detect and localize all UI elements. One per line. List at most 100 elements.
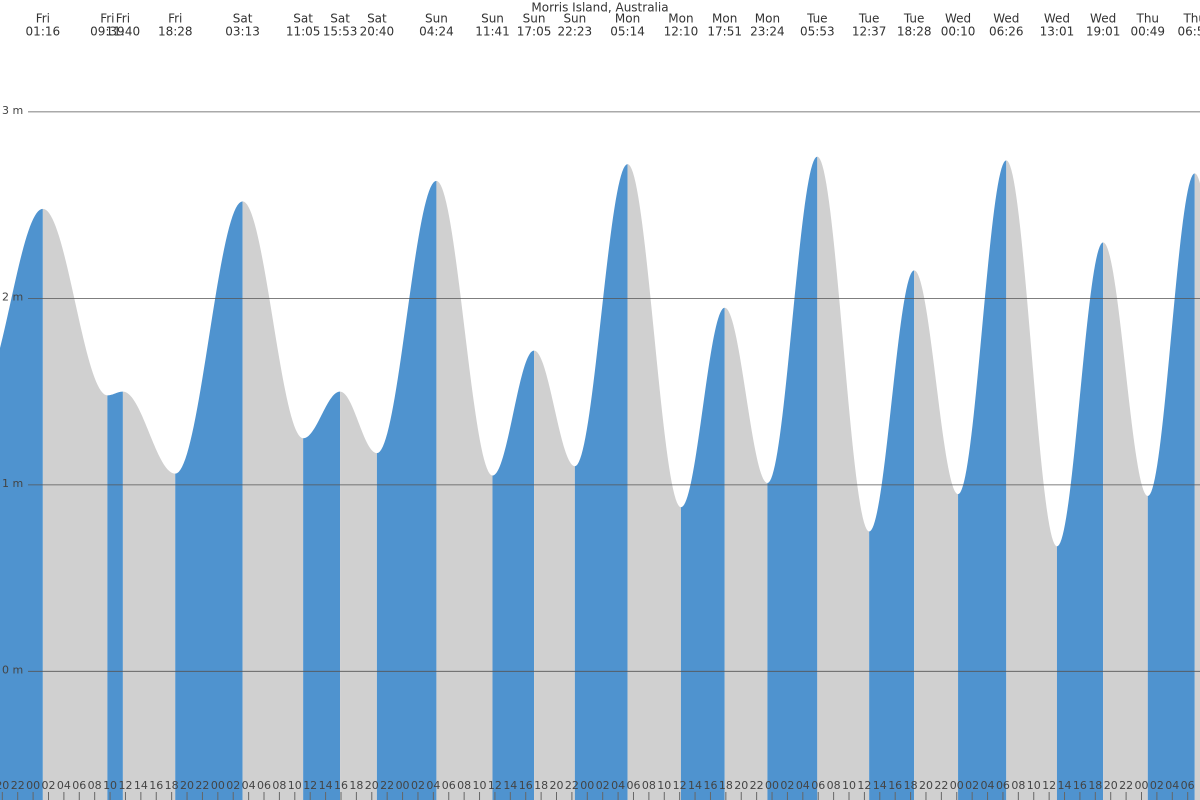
x-tick-label: 20 (365, 779, 379, 792)
extreme-day: Sun (425, 12, 448, 26)
extreme-day: Sat (293, 12, 313, 26)
extreme-time: 12:10 (664, 25, 699, 39)
extreme-time: 20:40 (360, 25, 395, 39)
x-tick-label: 10 (288, 779, 302, 792)
extreme-day: Fri (100, 12, 114, 26)
x-tick-label: 12 (673, 779, 687, 792)
extreme-day: Fri (36, 12, 50, 26)
extreme-day: Sat (367, 12, 387, 26)
x-tick-label: 02 (780, 779, 794, 792)
x-tick-label: 04 (981, 779, 995, 792)
extreme-time: 15:53 (323, 25, 358, 39)
falling-area (122, 391, 176, 800)
x-tick-label: 00 (1135, 779, 1149, 792)
x-tick-label: 14 (688, 779, 702, 792)
x-tick-label: 00 (211, 779, 225, 792)
x-tick-label: 00 (765, 779, 779, 792)
x-tick-label: 08 (827, 779, 841, 792)
x-tick-label: 08 (642, 779, 656, 792)
x-tick-label: 22 (11, 779, 25, 792)
extreme-time: 06:26 (989, 25, 1024, 39)
extreme-time: 17:51 (707, 25, 742, 39)
extreme-time: 06:55 (1177, 25, 1200, 39)
x-tick-label: 02 (1150, 779, 1164, 792)
x-tick-label: 04 (796, 779, 810, 792)
falling-area (1103, 242, 1148, 800)
extreme-time: 09:39 (90, 25, 125, 39)
x-tick-label: 22 (934, 779, 948, 792)
extreme-day: Sun (481, 12, 504, 26)
x-tick-label: 00 (26, 779, 40, 792)
x-tick-label: 22 (750, 779, 764, 792)
rising-area (767, 156, 818, 800)
falling-area (627, 164, 681, 800)
rising-area (574, 164, 628, 800)
x-tick-label: 06 (442, 779, 456, 792)
falling-area (242, 201, 304, 800)
extreme-day: Sun (523, 12, 546, 26)
x-tick-label: 06 (1181, 779, 1195, 792)
extreme-day: Fri (168, 12, 182, 26)
extreme-day: Tue (903, 12, 925, 26)
rising-area (175, 201, 243, 800)
x-tick-label: 12 (118, 779, 132, 792)
rising-area (376, 180, 437, 800)
rising-area (1147, 173, 1195, 800)
rising-area (0, 208, 43, 800)
extreme-time: 01:16 (26, 25, 61, 39)
extreme-day: Sun (563, 12, 586, 26)
extreme-day: Mon (755, 12, 780, 26)
extreme-time: 05:53 (800, 25, 835, 39)
extreme-day: Mon (668, 12, 693, 26)
x-tick-label: 06 (72, 779, 86, 792)
extreme-day: Thu (1136, 12, 1160, 26)
x-tick-label: 04 (426, 779, 440, 792)
x-tick-label: 08 (88, 779, 102, 792)
x-tick-label: 04 (611, 779, 625, 792)
rising-area (107, 391, 123, 800)
x-tick-label: 04 (57, 779, 71, 792)
x-tick-label: 16 (703, 779, 717, 792)
x-tick-label: 14 (319, 779, 333, 792)
x-tick-label: 18 (1088, 779, 1102, 792)
x-tick-label: 02 (965, 779, 979, 792)
x-tick-label: 06 (257, 779, 271, 792)
extreme-time: 22:23 (558, 25, 593, 39)
extreme-day: Tue (806, 12, 828, 26)
extreme-time: 11:05 (286, 25, 321, 39)
extreme-time: 00:49 (1130, 25, 1165, 39)
falling-area (42, 208, 108, 800)
x-tick-label: 14 (134, 779, 148, 792)
extreme-time: 11:40 (106, 25, 141, 39)
extreme-time: 23:24 (750, 25, 785, 39)
extreme-day: Wed (1090, 12, 1116, 26)
x-tick-label: 16 (149, 779, 163, 792)
extreme-day: Mon (712, 12, 737, 26)
x-tick-label: 14 (873, 779, 887, 792)
x-tick-label: 04 (1165, 779, 1179, 792)
x-tick-label: 02 (226, 779, 240, 792)
y-tick-label: 0 m (2, 663, 23, 676)
x-tick-label: 20 (550, 779, 564, 792)
x-tick-label: 16 (334, 779, 348, 792)
falling-area (724, 307, 768, 800)
extreme-time: 18:28 (158, 25, 193, 39)
extreme-time: 13:01 (1040, 25, 1075, 39)
x-tick-label: 16 (519, 779, 533, 792)
y-tick-label: 3 m (2, 104, 23, 117)
y-tick-label: 2 m (2, 290, 23, 303)
falling-area (340, 391, 377, 800)
falling-area (534, 350, 575, 800)
rising-area (958, 160, 1007, 800)
x-tick-label: 20 (180, 779, 194, 792)
x-tick-label: 16 (1073, 779, 1087, 792)
x-tick-label: 10 (103, 779, 117, 792)
x-tick-label: 10 (473, 779, 487, 792)
x-tick-label: 20 (734, 779, 748, 792)
grid (1, 111, 1200, 800)
x-tick-label: 18 (904, 779, 918, 792)
extreme-time: 03:13 (225, 25, 260, 39)
extreme-day: Wed (993, 12, 1019, 26)
labels: 0 m1 m2 m3 m2022000204060810121416182022… (0, 12, 1200, 793)
